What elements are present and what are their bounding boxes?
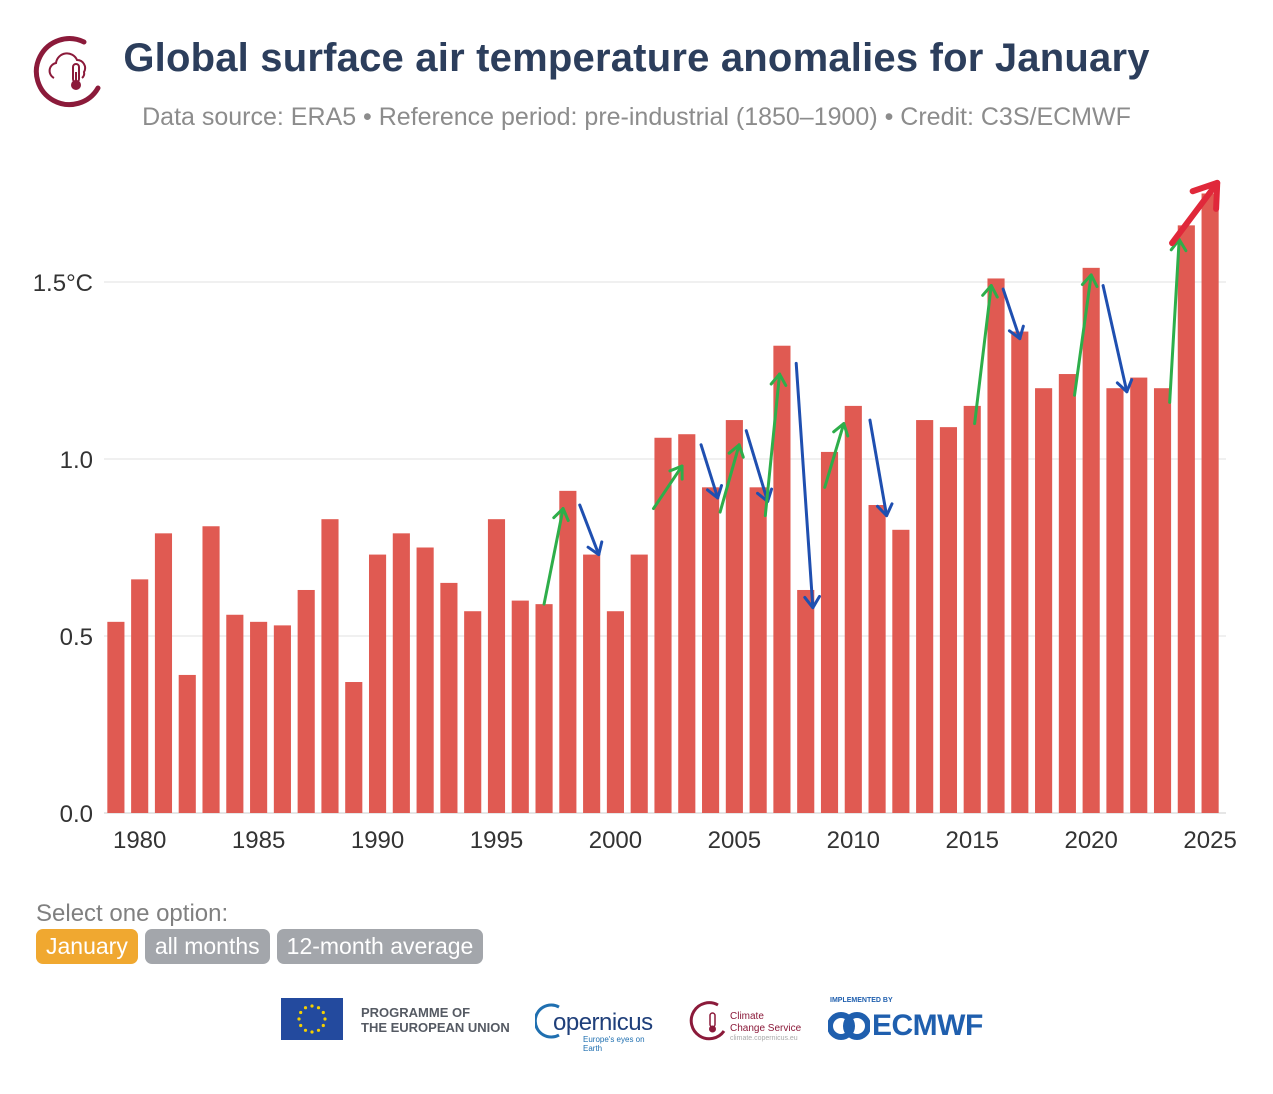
bar [939, 427, 958, 813]
x-axis-ticks: 1980 1985 1990 1995 2000 2005 2010 2015 2020 2025 [113, 827, 1237, 854]
bar [368, 554, 387, 813]
y-tick-label: 0.0 [60, 801, 93, 828]
annotation-arrow [973, 284, 999, 426]
bar [963, 405, 981, 813]
annotation-arrow [578, 503, 604, 557]
annotation-arrow [1169, 179, 1221, 247]
bar [678, 434, 696, 813]
bar [773, 345, 791, 813]
bar [725, 420, 743, 813]
annotation-arrow [823, 422, 850, 489]
annotation-arrows [542, 179, 1221, 610]
bar [559, 490, 577, 813]
bar [892, 529, 910, 813]
annotation-arrow [868, 418, 894, 518]
bar [844, 405, 862, 813]
bar [178, 674, 196, 813]
bar [511, 600, 529, 813]
y-axis-ticks: 0.0 0.5 1.0 1.5°C [33, 270, 93, 828]
option-january-button[interactable]: January [36, 929, 138, 964]
bar [1153, 388, 1172, 813]
bar [297, 589, 315, 813]
bar [702, 487, 720, 813]
bar [916, 420, 934, 813]
option-12-month-average-button[interactable]: 12-month average [276, 929, 484, 964]
copernicus-c-icon [535, 1003, 560, 1039]
c3s-logo: Climate Change Service climate.copernicu… [688, 997, 803, 1045]
bar [345, 682, 363, 813]
bar [250, 621, 268, 813]
eu-flag-icon [281, 998, 343, 1040]
annotation-arrow [651, 464, 684, 511]
bar [606, 611, 624, 813]
bar [535, 604, 553, 813]
bar [583, 554, 601, 813]
bar [1011, 331, 1029, 813]
bar [987, 278, 1005, 814]
bar [487, 519, 506, 813]
x-tick-label: 2015 [946, 827, 999, 854]
bar [1035, 388, 1053, 813]
y-tick-label: 1.5°C [33, 270, 93, 297]
option-group: January all months 12-month average [36, 929, 484, 964]
x-tick-label: 1990 [351, 827, 404, 854]
option-all-months-button[interactable]: all months [144, 929, 270, 964]
bar [202, 526, 220, 813]
chart-subtitle: Data source: ERA5 • Reference period: pr… [142, 103, 1131, 131]
bar [654, 437, 672, 813]
bar [464, 611, 482, 813]
eu-programme-text: PROGRAMME OF THE EUROPEAN UNION [361, 1005, 510, 1035]
bar [1201, 193, 1219, 813]
bars [107, 193, 1219, 814]
bar [1106, 388, 1124, 813]
bar [820, 451, 839, 813]
bar [797, 589, 815, 813]
bar [226, 614, 244, 813]
annotation-arrow [1073, 273, 1099, 397]
bar [1058, 374, 1076, 813]
chart-title: Global surface air temperature anomalies… [123, 36, 1150, 80]
annotation-arrow [1168, 238, 1188, 404]
bar [440, 582, 458, 813]
bar [416, 547, 434, 813]
bar [107, 621, 125, 813]
y-tick-label: 0.5 [60, 624, 93, 651]
x-tick-label: 2010 [827, 827, 880, 854]
bar [630, 554, 648, 813]
annotation-arrow [718, 443, 745, 514]
x-tick-label: 1985 [232, 827, 285, 854]
bar-chart: 0.0 0.5 1.0 1.5°C 1980 1985 1990 1995 2000 2005 2… [33, 179, 1237, 854]
y-tick-label: 1.0 [60, 447, 93, 474]
ecmwf-waves-icon [828, 1012, 870, 1040]
footer-logos: PROGRAMME OF THE EUROPEAN UNION opernicu… [0, 995, 1273, 1055]
c3s-thermometer-icon [689, 1001, 726, 1041]
x-tick-label: 2020 [1064, 827, 1117, 854]
annotation-arrow [794, 361, 821, 610]
bar [131, 579, 149, 813]
bar [1130, 377, 1148, 813]
annotation-arrow [699, 443, 724, 500]
x-tick-label: 2000 [589, 827, 642, 854]
bar [1082, 267, 1100, 814]
annotation-arrow [1001, 287, 1025, 341]
annotation-arrow [1101, 284, 1134, 394]
x-tick-label: 1980 [113, 827, 166, 854]
bar [321, 519, 339, 813]
bar [273, 625, 291, 813]
bar [1177, 225, 1195, 814]
bar [749, 487, 767, 813]
bar [154, 533, 173, 813]
ecmwf-logo: IMPLEMENTED BY ECMWF [828, 997, 983, 1042]
annotation-arrow [763, 372, 788, 518]
copernicus-logo: opernicus Europe's eyes on Earth [535, 997, 665, 1053]
x-tick-label: 2005 [708, 827, 761, 854]
x-tick-label: 1995 [470, 827, 523, 854]
bar [392, 533, 410, 813]
annotation-arrow [542, 507, 570, 606]
x-tick-label: 2025 [1183, 827, 1236, 854]
cloud-thermometer-icon [33, 36, 101, 108]
bar [868, 505, 886, 813]
select-option-label: Select one option: [36, 900, 229, 927]
